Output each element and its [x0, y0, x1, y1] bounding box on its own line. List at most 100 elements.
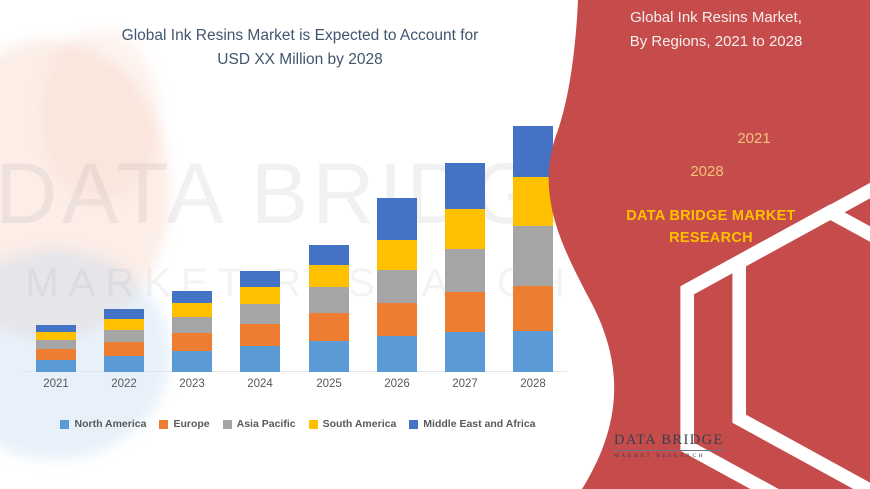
bar-segment — [309, 313, 349, 341]
stacked-bar — [36, 325, 76, 372]
bar-segment — [377, 270, 417, 303]
bar-segment — [36, 325, 76, 332]
legend-swatch-icon — [60, 419, 70, 429]
bar-segment — [377, 336, 417, 372]
bar-segment — [377, 303, 417, 336]
panel-title: Global Ink Resins Market, By Regions, 20… — [576, 6, 856, 54]
bar-segment — [240, 324, 280, 346]
logo-b-glyph-icon — [552, 424, 870, 489]
bar-segment — [240, 346, 280, 372]
bar-segment — [172, 303, 212, 317]
panel-title-line-2: By Regions, 2021 to 2028 — [629, 33, 803, 50]
x-axis-label: 2025 — [316, 378, 342, 390]
bar-group — [377, 110, 417, 372]
hexagon-2028-label: 2028 — [690, 162, 724, 180]
x-axis-label: 2027 — [452, 378, 478, 390]
logo-mark-icon — [552, 424, 606, 468]
bar-segment — [513, 331, 553, 372]
bar-segment — [309, 287, 349, 313]
legend-item[interactable]: Europe — [159, 418, 210, 430]
stacked-bar — [377, 198, 417, 372]
bar-segment — [104, 356, 144, 372]
bar-segment — [513, 126, 553, 177]
bar-segment — [309, 265, 349, 287]
bar-segment — [104, 330, 144, 342]
bar-segment — [377, 240, 417, 270]
legend-label: North America — [74, 418, 147, 430]
logo-subtitle: MARKET RESEARCH — [614, 452, 706, 459]
bar-group — [36, 110, 76, 372]
hexagon-2021-label: 2021 — [737, 129, 771, 147]
bar-segment — [513, 177, 553, 226]
bar-segment — [36, 332, 76, 340]
legend-label: South America — [322, 418, 397, 430]
bar-segment — [445, 249, 485, 292]
stacked-bar — [172, 291, 212, 372]
bar-segment — [240, 304, 280, 324]
x-axis-label: 2023 — [179, 378, 205, 390]
bar-segment — [445, 292, 485, 332]
stacked-bar — [445, 163, 485, 372]
bar-segment — [172, 351, 212, 372]
stacked-bar — [240, 271, 280, 372]
legend-item[interactable]: North America — [60, 418, 146, 430]
chart-title-line-1: Global Ink Resins Market is Expected to … — [121, 27, 479, 44]
bar-segment — [445, 163, 485, 209]
company-logo: DATA BRIDGE MARKET RESEARCH — [552, 424, 724, 468]
bar-segment — [445, 332, 485, 372]
stacked-bar — [104, 309, 144, 372]
bar-segment — [104, 342, 144, 356]
bar-segment — [240, 271, 280, 287]
brand-line-1: DATA BRIDGE MARKET — [626, 208, 796, 224]
red-panel-shape — [548, 0, 870, 489]
bar-segment — [513, 286, 553, 331]
legend-swatch-icon — [409, 419, 419, 429]
bar-segment — [513, 226, 553, 286]
chart-legend: North America Europe Asia Pacific South Ame… — [24, 418, 572, 430]
bar-segment — [240, 287, 280, 304]
brand-name: DATA BRIDGE MARKET RESEARCH — [566, 205, 856, 250]
legend-swatch-icon — [308, 419, 318, 429]
bar-segment — [445, 209, 485, 249]
legend-item[interactable]: Middle East and Africa — [409, 418, 536, 430]
bar-segment — [104, 319, 144, 330]
x-axis-label: 2028 — [520, 378, 546, 390]
bar-group — [513, 110, 553, 372]
logo-title: DATA BRIDGE — [614, 432, 724, 449]
bar-group — [445, 110, 485, 372]
hexagon-2028: 2028 — [660, 124, 870, 489]
legend-label: Europe — [173, 418, 210, 430]
right-red-panel: Global Ink Resins Market, By Regions, 20… — [530, 0, 870, 489]
bar-segment — [104, 309, 144, 319]
stacked-bar — [309, 245, 349, 372]
stacked-bar — [513, 126, 553, 372]
bar-group — [172, 110, 212, 372]
x-axis-label: 2026 — [384, 378, 410, 390]
bar-segment — [309, 245, 349, 265]
bar-segment — [172, 291, 212, 303]
bar-group — [309, 110, 349, 372]
bar-segment — [309, 341, 349, 372]
x-axis-label: 2021 — [43, 378, 69, 390]
legend-swatch-icon — [159, 419, 169, 429]
logo-divider — [614, 449, 724, 451]
panel-title-line-1: Global Ink Resins Market, — [630, 9, 802, 26]
brand-line-2: RESEARCH — [669, 230, 753, 247]
bar-segment — [377, 198, 417, 240]
x-axis-label: 2024 — [247, 378, 273, 390]
logo-text: DATA BRIDGE MARKET RESEARCH — [614, 433, 724, 459]
bar-segment — [172, 317, 212, 333]
hexagon-2028-shape — [680, 204, 870, 489]
legend-item[interactable]: South America — [308, 418, 397, 430]
x-axis-label: 2022 — [111, 378, 137, 390]
legend-label: Middle East and Africa — [423, 418, 536, 430]
bar-segment — [36, 349, 76, 360]
bar-group — [240, 110, 280, 372]
bar-group — [104, 110, 144, 372]
bar-segment — [36, 360, 76, 372]
legend-item[interactable]: Asia Pacific — [222, 418, 296, 430]
chart-title-line-2: USD XX Million by 2028 — [217, 51, 383, 69]
chart-title: Global Ink Resins Market is Expected to … — [40, 24, 560, 72]
bar-segment — [36, 340, 76, 349]
